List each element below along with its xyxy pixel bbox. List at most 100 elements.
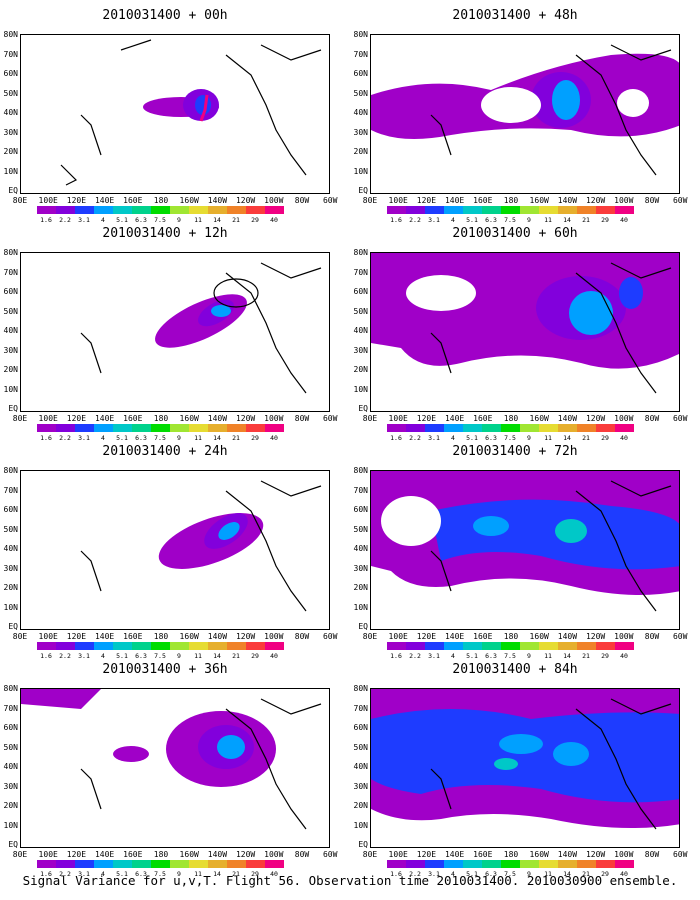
lon-label: 160W	[529, 414, 549, 423]
lon-label: 140E	[94, 850, 115, 859]
colorbar-swatch	[265, 206, 284, 214]
colorbar-swatch	[596, 642, 615, 650]
map-plot	[370, 34, 680, 194]
lon-label: 180	[153, 414, 169, 423]
map-panel-72h: 2010031400 + 72h 80N 70N 60N 50N 40N 30N 20N 10…	[350, 444, 688, 660]
colorbar-labels: 1.6 2.2 3.1 4 5.1 6.3 7.5 9 11 14 21 29 40	[387, 216, 657, 224]
lat-label: EQ	[358, 186, 368, 195]
lat-label: 10N	[3, 602, 18, 612]
colorbar-label: 21	[582, 652, 590, 660]
colorbar-label: 29	[601, 870, 609, 878]
colorbar-label: 7.5	[154, 434, 166, 442]
lon-label: 100W	[264, 632, 284, 641]
colorbar-label: 2.2	[59, 434, 71, 442]
lon-label: 160E	[473, 850, 493, 859]
colorbar-label: 11	[194, 870, 202, 878]
lon-label: 160W	[529, 196, 549, 205]
colorbar-label: 4	[101, 216, 105, 224]
panel-title: 2010031400 + 36h	[102, 662, 228, 677]
lat-label: 40N	[3, 544, 18, 553]
lon-label: 140W	[207, 850, 228, 859]
lat-label: 80N	[3, 684, 18, 693]
lat-label: 30N	[353, 345, 368, 355]
colorbar-label: 4	[451, 652, 455, 660]
colorbar-swatch	[482, 860, 501, 868]
colorbar-label: 1.6	[40, 216, 52, 224]
colorbar-swatch	[387, 642, 406, 650]
colorbar-swatch	[425, 860, 444, 868]
colorbar-swatch	[501, 206, 520, 214]
colorbar-label: 5.1	[466, 870, 478, 878]
colorbar-swatch	[539, 642, 558, 650]
lat-label: 30N	[3, 127, 18, 137]
colorbar-label: 6.3	[485, 870, 497, 878]
colorbar-swatch	[246, 642, 265, 650]
colorbar-swatch	[539, 860, 558, 868]
lon-label: 60W	[322, 196, 338, 205]
colorbar-label: 7.5	[154, 216, 166, 224]
lat-label: 60N	[353, 69, 368, 78]
colorbar-swatch	[520, 206, 539, 214]
map-panel-24h: 2010031400 + 24h 80N 70N 60N 50N 40N 30N 20N 10…	[0, 444, 338, 660]
colorbar-label: 21	[582, 216, 590, 224]
lon-label: 160E	[123, 632, 143, 641]
colorbar-label: 5.1	[116, 870, 128, 878]
colorbar-label: 2.2	[409, 870, 421, 878]
map-plot	[370, 252, 680, 412]
lon-label: 140W	[557, 632, 578, 641]
colorbar	[37, 424, 284, 432]
lat-label: 20N	[353, 583, 368, 592]
lon-label: 60W	[322, 850, 338, 859]
colorbar-label: 5.1	[466, 652, 478, 660]
lat-label: 60N	[3, 723, 18, 732]
colorbar-swatch	[227, 206, 246, 214]
colorbar-swatch	[113, 424, 132, 432]
lon-label: 80E	[12, 414, 28, 423]
colorbar-swatch	[151, 206, 170, 214]
colorbar-swatch	[37, 206, 56, 214]
lon-label: 160E	[123, 414, 143, 423]
colorbar-label: 6.3	[135, 434, 147, 442]
colorbar-swatch	[463, 424, 482, 432]
colorbar-swatch	[113, 642, 132, 650]
colorbar-label: 40	[620, 652, 628, 660]
colorbar-label: 6.3	[135, 652, 147, 660]
colorbar-swatch	[132, 642, 151, 650]
lat-label: 60N	[353, 723, 368, 732]
colorbar	[387, 642, 634, 650]
lon-label: 180	[153, 196, 169, 205]
colorbar-swatch	[56, 424, 75, 432]
colorbar-label: 1.6	[40, 652, 52, 660]
map-panel-84h: 2010031400 + 84h 80N 70N 60N 50N 40N 30N 20N 10…	[350, 662, 688, 878]
lat-label: 50N	[3, 88, 18, 98]
lon-labels: 80E 100E 120E 140E 160E 180 160W 140W 120W 100W 80…	[362, 196, 692, 206]
colorbar-swatch	[265, 860, 284, 868]
colorbar-label: 3.1	[428, 216, 440, 224]
lon-label: 120W	[235, 196, 256, 205]
lat-label: 50N	[353, 306, 368, 316]
colorbar-swatch	[425, 424, 444, 432]
map-panel-48h: 2010031400 + 48h 80N 70N 60N 50N 40N 30N 20N 10…	[350, 8, 688, 224]
panel-title: 2010031400 + 48h	[452, 8, 578, 23]
lat-label: 30N	[3, 345, 18, 355]
lon-label: 80W	[644, 196, 660, 205]
colorbar-swatch	[37, 642, 56, 650]
colorbar-swatch	[227, 642, 246, 650]
colorbar-label: 7.5	[504, 434, 516, 442]
colorbar	[387, 860, 634, 868]
lat-label: 30N	[3, 781, 18, 791]
lon-label: 160W	[179, 414, 199, 423]
lon-label: 60W	[672, 850, 688, 859]
lon-label: 180	[153, 632, 169, 641]
map-plot	[20, 688, 330, 848]
colorbar-swatch	[558, 860, 577, 868]
lon-label: 100E	[38, 414, 58, 423]
panel-title: 2010031400 + 60h	[452, 226, 578, 241]
colorbar	[387, 424, 634, 432]
lon-label: 140W	[557, 850, 578, 859]
colorbar-swatch	[615, 424, 634, 432]
lat-label: 40N	[3, 326, 18, 335]
colorbar-labels: 1.6 2.2 3.1 4 5.1 6.3 7.5 9 11 14 21 29 40	[37, 216, 307, 224]
lat-label: 10N	[3, 384, 18, 394]
colorbar-label: 29	[251, 870, 259, 878]
